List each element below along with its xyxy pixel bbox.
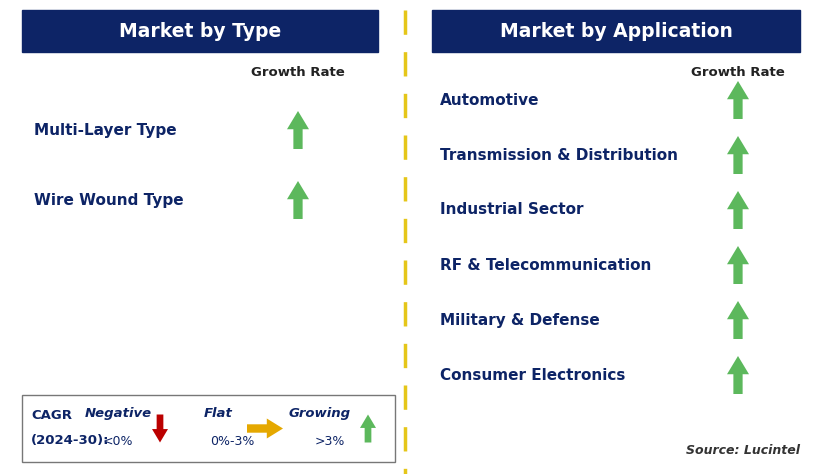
Polygon shape: [727, 246, 749, 284]
Polygon shape: [247, 419, 283, 438]
Text: Military & Defense: Military & Defense: [440, 312, 600, 328]
Text: Transmission & Distribution: Transmission & Distribution: [440, 147, 678, 163]
Text: RF & Telecommunication: RF & Telecommunication: [440, 257, 651, 273]
Polygon shape: [360, 414, 376, 443]
Text: >3%: >3%: [315, 436, 345, 448]
Polygon shape: [727, 81, 749, 119]
Polygon shape: [287, 181, 309, 219]
Text: Industrial Sector: Industrial Sector: [440, 202, 583, 218]
Text: Consumer Electronics: Consumer Electronics: [440, 367, 626, 383]
Polygon shape: [727, 136, 749, 174]
Text: Negative: Negative: [84, 407, 151, 420]
Text: Source: Lucintel: Source: Lucintel: [686, 444, 800, 456]
Text: CAGR: CAGR: [31, 409, 72, 421]
FancyBboxPatch shape: [22, 10, 378, 52]
Text: Automotive: Automotive: [440, 92, 540, 108]
FancyBboxPatch shape: [22, 395, 395, 462]
Polygon shape: [727, 301, 749, 339]
Polygon shape: [152, 414, 168, 443]
Text: Growth Rate: Growth Rate: [251, 65, 345, 79]
Text: <0%: <0%: [103, 436, 133, 448]
Text: Flat: Flat: [204, 407, 232, 420]
Text: Wire Wound Type: Wire Wound Type: [34, 192, 183, 208]
FancyBboxPatch shape: [432, 10, 800, 52]
Text: Growing: Growing: [289, 407, 351, 420]
Polygon shape: [727, 191, 749, 229]
Text: Multi-Layer Type: Multi-Layer Type: [34, 122, 177, 137]
Text: Market by Application: Market by Application: [500, 21, 732, 40]
Text: Growth Rate: Growth Rate: [691, 65, 785, 79]
Text: 0%-3%: 0%-3%: [209, 436, 254, 448]
Text: (2024-30):: (2024-30):: [31, 434, 110, 447]
Polygon shape: [727, 356, 749, 394]
Text: Market by Type: Market by Type: [119, 21, 281, 40]
Polygon shape: [287, 111, 309, 149]
